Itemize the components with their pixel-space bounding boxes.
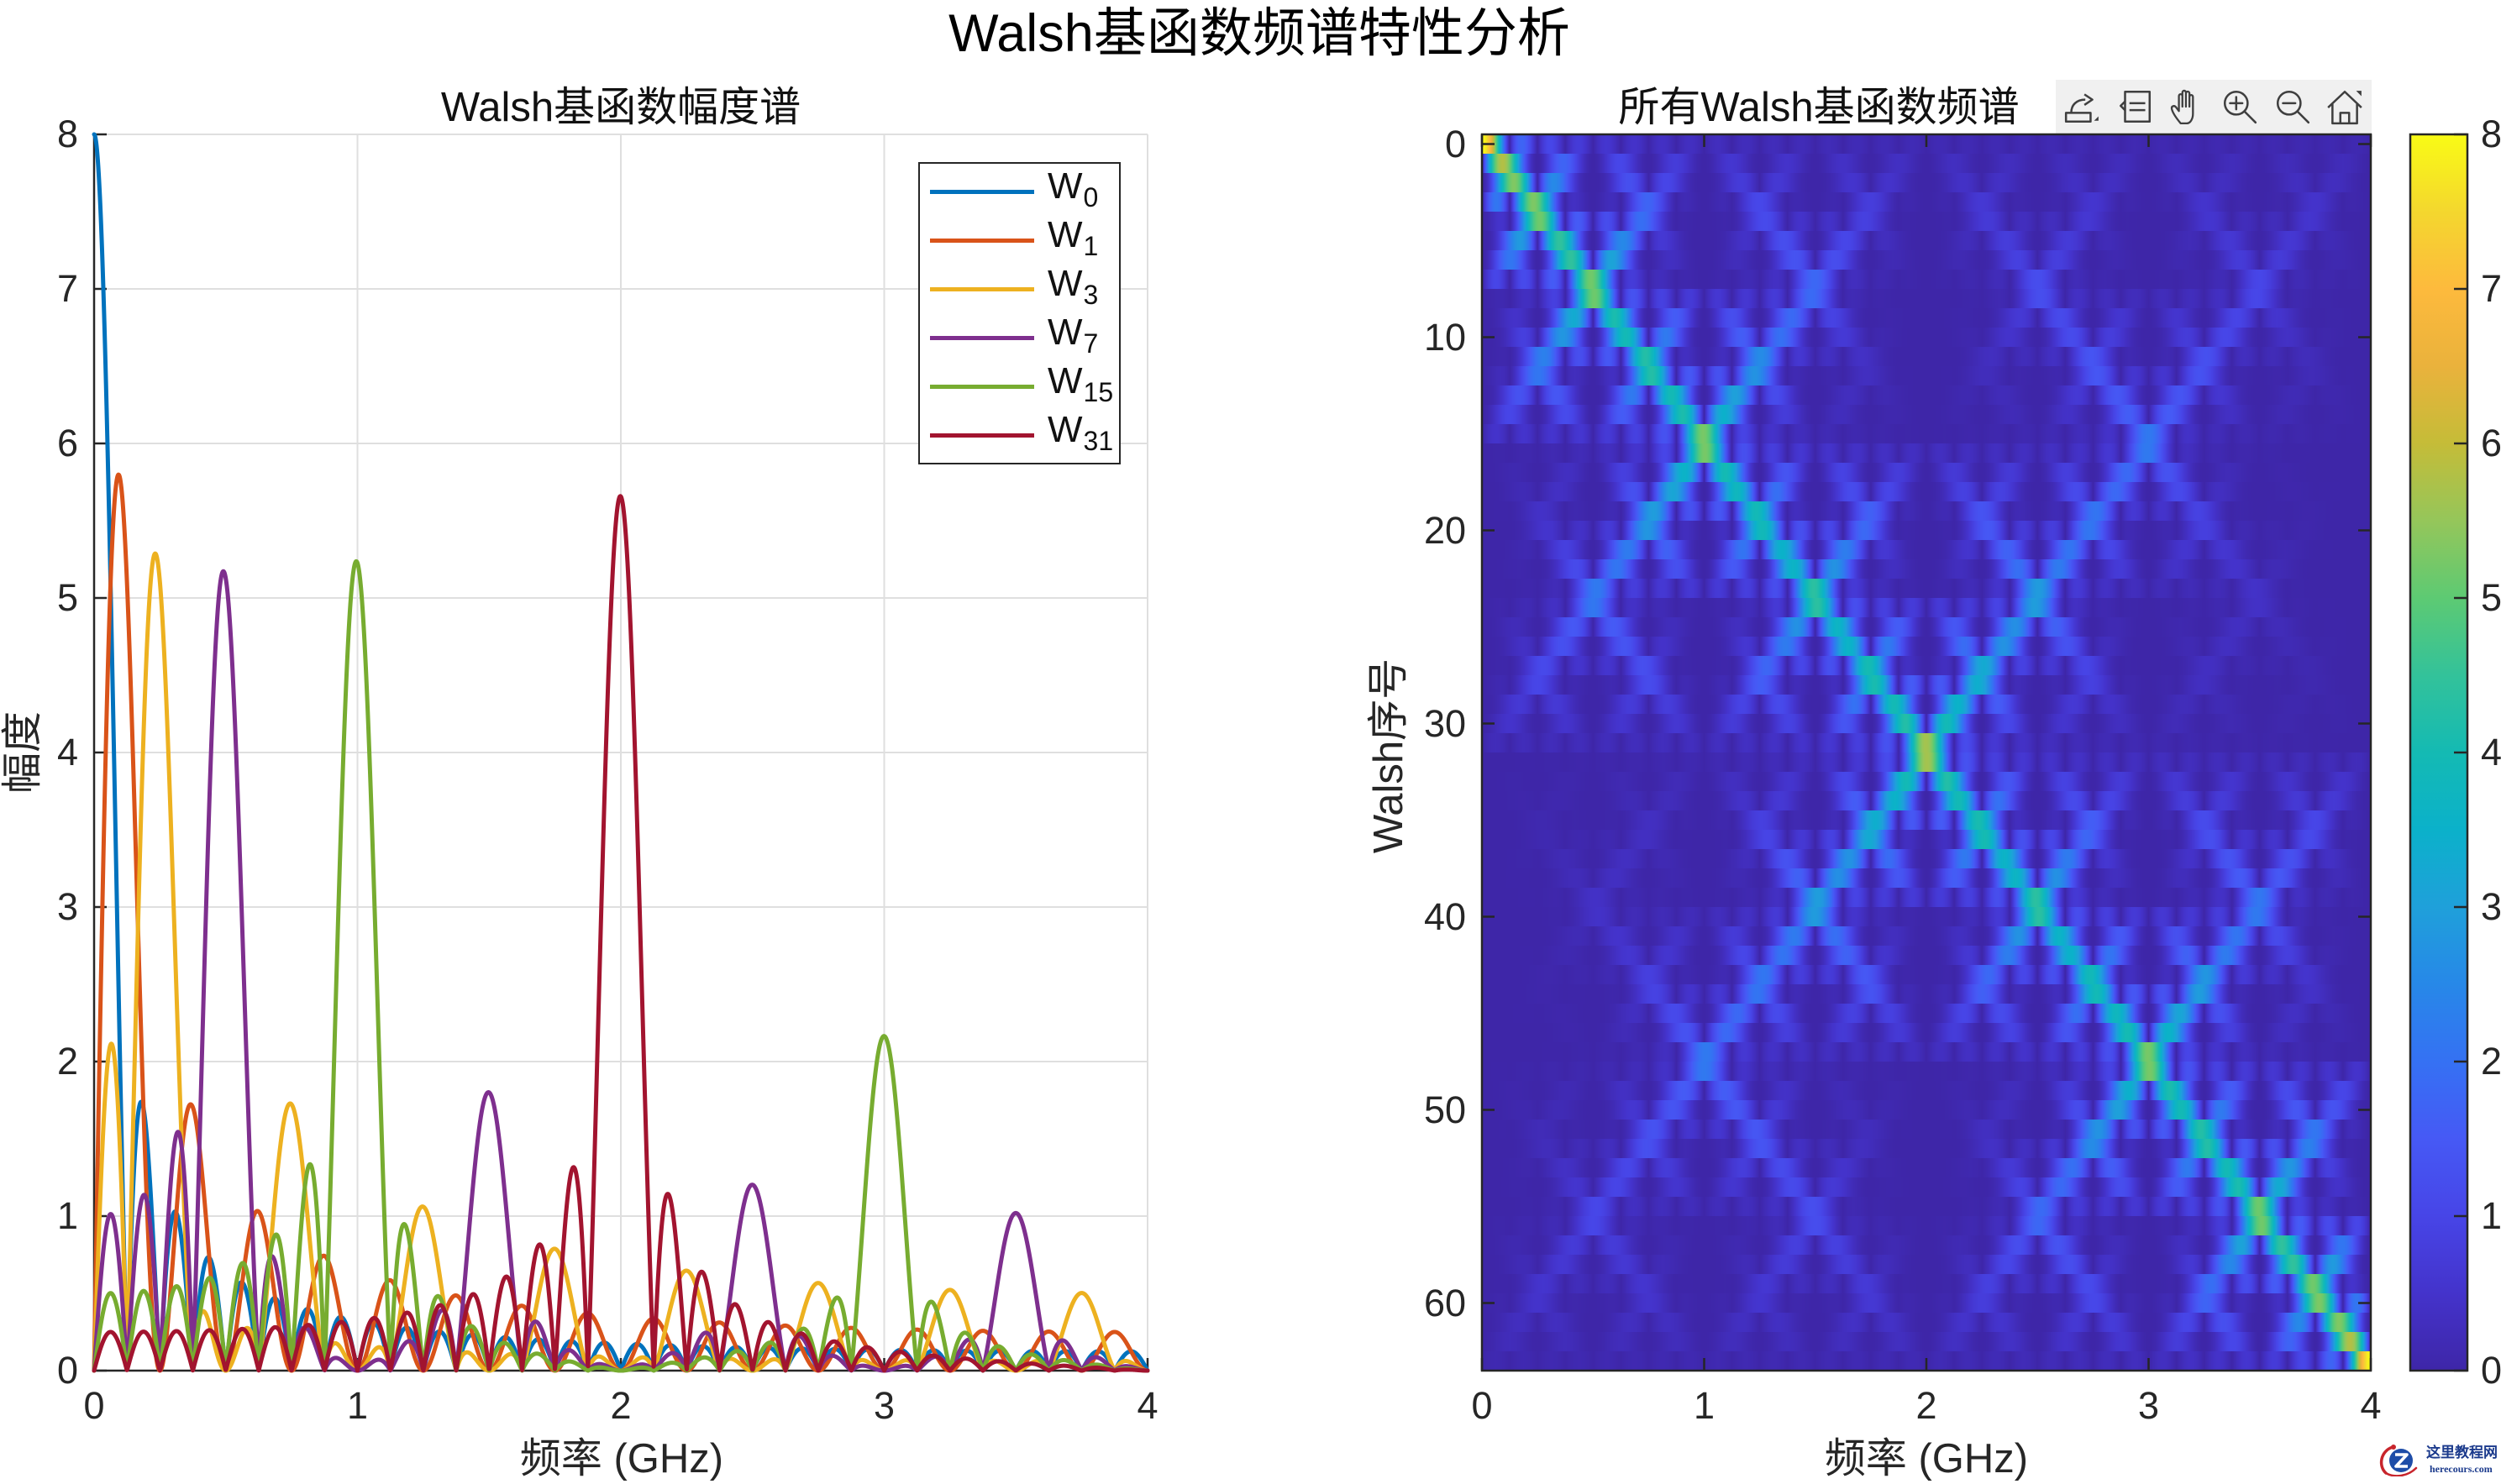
x-tick-label: 4 [2360, 1384, 2382, 1427]
legend-line-w3 [930, 287, 1034, 291]
legend-line-w15 [930, 385, 1034, 389]
x-tick-label: 4 [1137, 1384, 1159, 1427]
colorbar-tick-label: 1 [2481, 1194, 2501, 1237]
y-tick-label: 3 [56, 885, 78, 928]
legend-item-w3[interactable]: W3 [920, 265, 1119, 313]
colorbar-tick-label: 4 [2481, 731, 2501, 773]
legend-item-w15[interactable]: W15 [920, 362, 1119, 411]
colorbar-frame [2409, 133, 2469, 1372]
colorbar [2409, 133, 2469, 1372]
axes-toolbar [2056, 80, 2372, 134]
data-tips-button[interactable] [2109, 80, 2162, 134]
legend-label-w7: W7 [1048, 312, 1099, 359]
legend-label-w15: W15 [1048, 360, 1114, 408]
y-tick-label: 10 [1423, 316, 1466, 359]
home-icon [2327, 90, 2362, 125]
y-tick-label: 6 [56, 422, 78, 464]
line-plot-canvas [92, 132, 1150, 1373]
watermark-site-name: 这里教程网 [2426, 1445, 2498, 1461]
series-line-w31 [92, 494, 1150, 1373]
restore-view-button[interactable] [2319, 80, 2372, 134]
heatmap-y-label: Walsh序号 [1366, 658, 1411, 854]
x-tick-label: 1 [1693, 1384, 1715, 1427]
heatmap-x-label: 频率 (GHz) [1824, 1436, 2029, 1481]
colorbar-tick-label: 2 [2481, 1040, 2501, 1083]
x-tick-label: 1 [346, 1384, 369, 1427]
y-tick-label: 2 [56, 1040, 78, 1083]
colorbar-tick-label: 5 [2481, 576, 2501, 619]
line-plot-x-label: 频率 (GHz) [519, 1436, 724, 1481]
colorbar-tick-label: 0 [2481, 1349, 2501, 1392]
legend-label-w31: W31 [1048, 409, 1114, 457]
legend-line-w0 [930, 190, 1034, 194]
y-tick-label: 20 [1423, 509, 1466, 552]
y-tick-label: 8 [56, 113, 78, 155]
y-tick-label: 30 [1423, 702, 1466, 745]
y-tick-label: 0 [1444, 123, 1466, 165]
heatmap-border [1480, 133, 2372, 1372]
series-lines [92, 132, 1150, 1373]
legend-label-w3: W3 [1048, 263, 1099, 311]
colorbar-border [2409, 133, 2469, 1372]
y-tick-label: 40 [1423, 895, 1466, 938]
colorbar-tick-label: 8 [2481, 113, 2501, 155]
site-logo-icon [2379, 1445, 2418, 1476]
x-tick-label: 2 [1915, 1384, 1937, 1427]
data-tips-icon [2119, 90, 2151, 123]
y-tick-label: 4 [56, 731, 78, 773]
figure-title: Walsh基函数频谱特性分析 [948, 4, 1570, 63]
x-tick-label: 0 [83, 1384, 105, 1427]
legend-line-w31 [930, 433, 1034, 438]
x-tick-label: 2 [610, 1384, 632, 1427]
y-tick-label: 1 [56, 1194, 78, 1237]
legend-item-w31[interactable]: W31 [920, 411, 1119, 459]
heatmap-frame [1480, 133, 2372, 1372]
zoom-out-button[interactable] [2266, 80, 2319, 134]
watermark: 这里教程网 herecours.com [2378, 1441, 2501, 1478]
y-tick-label: 50 [1423, 1088, 1466, 1131]
x-tick-label: 0 [1471, 1384, 1493, 1427]
watermark-domain: herecours.com [2430, 1463, 2493, 1475]
legend-label-w0: W0 [1048, 165, 1099, 213]
legend-label-w1: W1 [1048, 214, 1099, 262]
heatmap-image [1482, 134, 2371, 1371]
legend[interactable]: W0 W1 W3 W7 W15 W31 [918, 162, 1121, 464]
export-button[interactable] [2056, 80, 2109, 134]
zoom-in-button[interactable] [2214, 80, 2267, 134]
y-tick-label: 7 [56, 267, 78, 310]
legend-item-w7[interactable]: W7 [920, 313, 1119, 362]
y-tick-label: 0 [56, 1349, 78, 1392]
y-tick-label: 5 [56, 576, 78, 619]
pan-button[interactable] [2161, 80, 2214, 134]
colorbar-tick-label: 6 [2481, 422, 2501, 464]
heatmap-title: 所有Walsh基函数频谱 [1618, 85, 2020, 130]
x-tick-label: 3 [2137, 1384, 2160, 1427]
heatmap-axes[interactable] [1480, 133, 2372, 1372]
legend-item-w1[interactable]: W1 [920, 216, 1119, 265]
line-plot-axes[interactable] [92, 132, 1150, 1373]
series-line-w15 [92, 558, 1150, 1373]
legend-line-w1 [930, 239, 1034, 243]
zoom-in-icon [2224, 90, 2257, 124]
pan-hand-icon [2171, 89, 2194, 125]
colorbar-tick-label: 7 [2481, 267, 2501, 310]
x-tick-label: 3 [873, 1384, 896, 1427]
export-icon [2065, 93, 2099, 123]
legend-line-w7 [930, 336, 1034, 340]
legend-item-w0[interactable]: W0 [920, 167, 1119, 216]
colorbar-tick-label: 3 [2481, 885, 2501, 928]
line-plot-y-label: 幅度 [0, 711, 45, 794]
y-tick-label: 60 [1423, 1282, 1466, 1324]
zoom-out-icon [2276, 90, 2309, 124]
line-plot-title: Walsh基函数幅度谱 [440, 85, 801, 130]
